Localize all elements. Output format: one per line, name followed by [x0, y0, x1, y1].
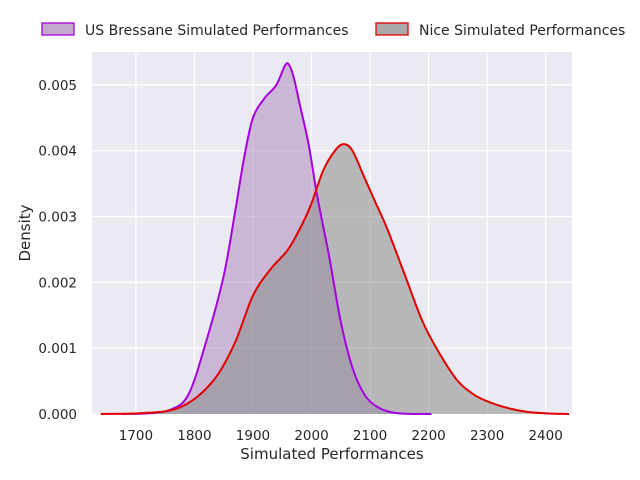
x-tick-label: 2300 — [470, 428, 504, 444]
y-tick-label: 0.001 — [38, 341, 77, 357]
x-tick-label: 2400 — [528, 428, 562, 444]
y-axis-label: Density — [16, 204, 34, 261]
x-tick-labels: 1700 1800 1900 2000 2100 2200 2300 2400 — [119, 428, 563, 444]
y-tick-label: 0.000 — [38, 407, 77, 423]
x-tick-label: 1800 — [177, 428, 211, 444]
x-tick-label: 2000 — [294, 428, 328, 444]
y-tick-label: 0.003 — [38, 210, 77, 226]
x-axis-label: Simulated Performances — [240, 445, 424, 463]
density-fill-0 — [121, 63, 432, 414]
y-tick-label: 0.002 — [38, 275, 77, 291]
legend: US Bressane Simulated Performances Nice … — [41, 22, 625, 39]
density-fill-1 — [100, 144, 570, 414]
x-tick-label: 1700 — [119, 428, 153, 444]
legend-label-nice: Nice Simulated Performances — [419, 23, 625, 39]
y-tick-labels: 0.000 0.001 0.002 0.003 0.004 0.005 — [38, 78, 77, 423]
y-tick-label: 0.004 — [38, 144, 77, 160]
legend-label-us-bressane: US Bressane Simulated Performances — [85, 23, 349, 39]
density-areas — [100, 62, 570, 416]
x-tick-label: 1900 — [236, 428, 270, 444]
density-line-0 — [121, 62, 432, 416]
x-tick-label: 2100 — [353, 428, 387, 444]
y-tick-label: 0.005 — [38, 78, 77, 94]
density-line-1 — [100, 143, 570, 415]
x-tick-label: 2200 — [411, 428, 445, 444]
legend-swatch-nice — [375, 22, 409, 36]
legend-swatch-us-bressane — [41, 22, 75, 36]
